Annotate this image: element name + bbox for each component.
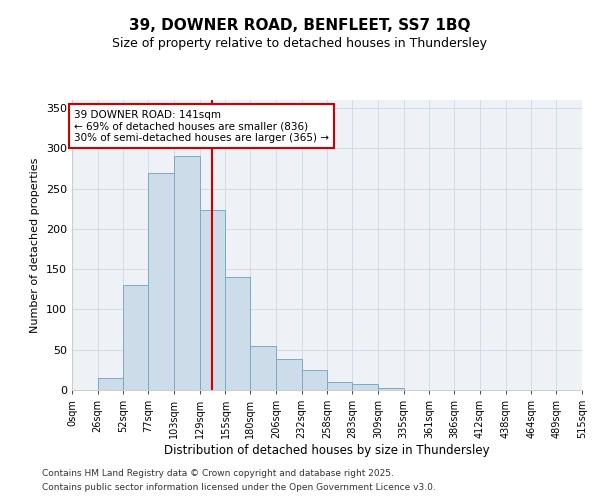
Text: Contains HM Land Registry data © Crown copyright and database right 2025.: Contains HM Land Registry data © Crown c… xyxy=(42,468,394,477)
X-axis label: Distribution of detached houses by size in Thundersley: Distribution of detached houses by size … xyxy=(164,444,490,457)
Bar xyxy=(226,277,250,390)
Bar xyxy=(200,210,226,390)
Bar xyxy=(124,286,148,390)
Text: 39, DOWNER ROAD, BENFLEET, SS7 1BQ: 39, DOWNER ROAD, BENFLEET, SS7 1BQ xyxy=(129,18,471,32)
Bar xyxy=(276,360,302,390)
Bar xyxy=(98,378,124,390)
Bar xyxy=(328,382,352,390)
Text: Size of property relative to detached houses in Thundersley: Size of property relative to detached ho… xyxy=(113,38,487,51)
Bar xyxy=(250,346,276,390)
Bar xyxy=(148,172,174,390)
Text: 39 DOWNER ROAD: 141sqm
← 69% of detached houses are smaller (836)
30% of semi-de: 39 DOWNER ROAD: 141sqm ← 69% of detached… xyxy=(74,110,329,143)
Y-axis label: Number of detached properties: Number of detached properties xyxy=(31,158,40,332)
Bar xyxy=(174,156,200,390)
Text: Contains public sector information licensed under the Open Government Licence v3: Contains public sector information licen… xyxy=(42,484,436,492)
Bar xyxy=(352,384,378,390)
Bar xyxy=(302,370,328,390)
Bar xyxy=(378,388,404,390)
